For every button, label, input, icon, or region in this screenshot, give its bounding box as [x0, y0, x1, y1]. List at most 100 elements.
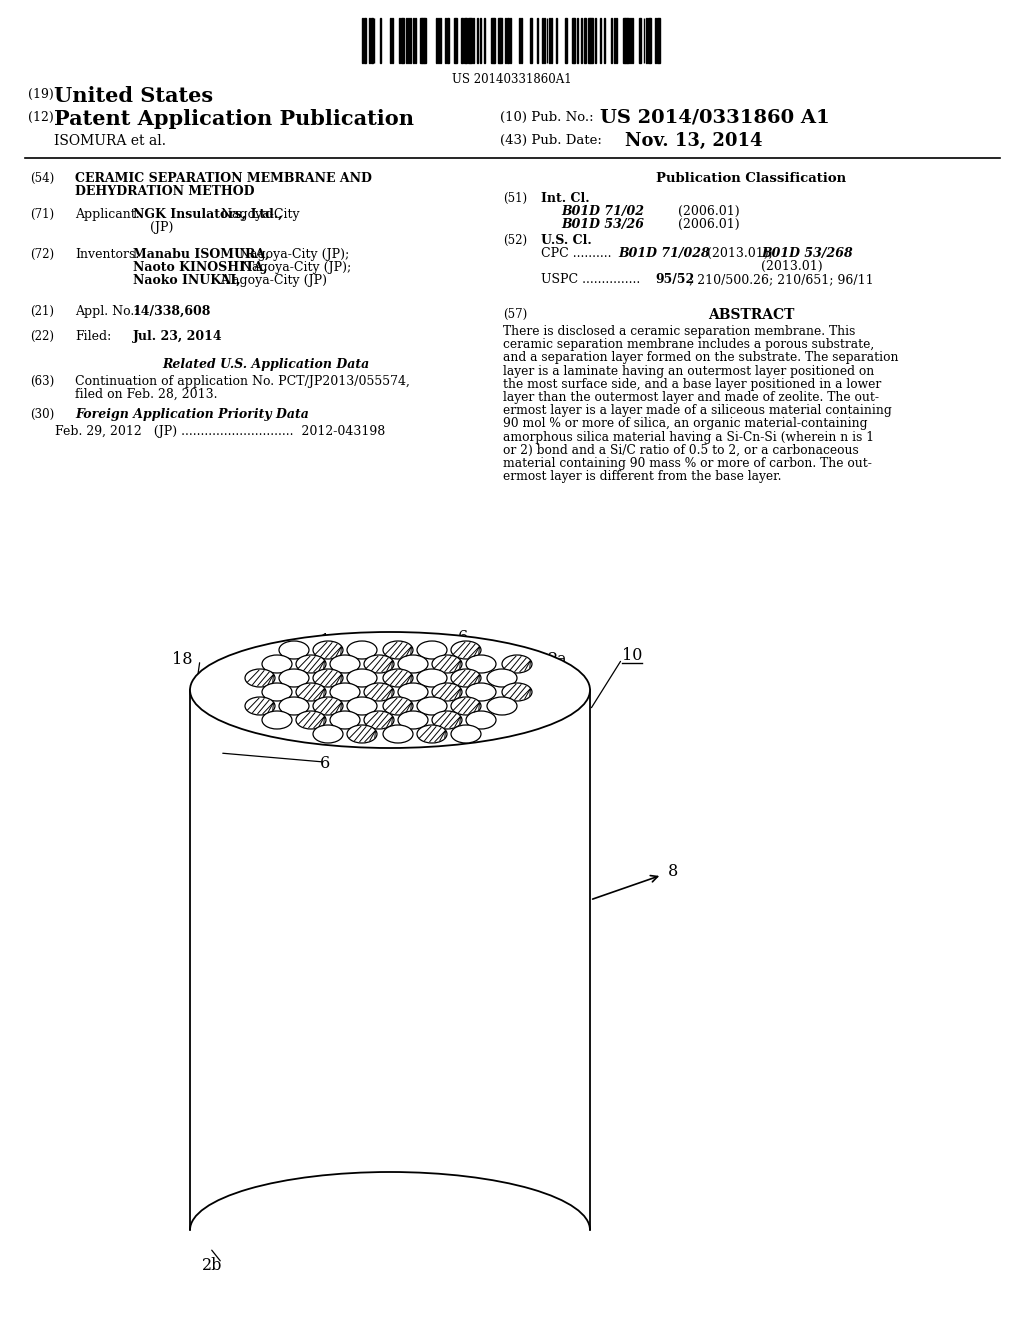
Text: DEHYDRATION METHOD: DEHYDRATION METHOD [75, 185, 255, 198]
Bar [492, 18, 494, 63]
Ellipse shape [364, 655, 394, 673]
Text: (63): (63) [30, 375, 54, 388]
Ellipse shape [451, 642, 481, 659]
Ellipse shape [245, 669, 275, 686]
Bar [542, 18, 544, 63]
Ellipse shape [330, 655, 360, 673]
Text: ermost layer is different from the base layer.: ermost layer is different from the base … [503, 470, 781, 483]
Ellipse shape [502, 655, 532, 673]
Bar [584, 18, 586, 63]
Text: and a separation layer formed on the substrate. The separation: and a separation layer formed on the sub… [503, 351, 898, 364]
Bar [464, 18, 466, 63]
Text: Manabu ISOMURA,: Manabu ISOMURA, [133, 248, 269, 261]
Bar [461, 18, 463, 63]
Bar [613, 18, 615, 63]
Text: Naoko INUKAI,: Naoko INUKAI, [133, 275, 241, 286]
Ellipse shape [487, 669, 517, 686]
Text: NGK Insulators, Ltd.,: NGK Insulators, Ltd., [133, 209, 283, 220]
Text: ; 210/500.26; 210/651; 96/11: ; 210/500.26; 210/651; 96/11 [689, 273, 873, 286]
Ellipse shape [262, 682, 292, 701]
Ellipse shape [466, 655, 496, 673]
Text: U.S. Cl.: U.S. Cl. [541, 234, 592, 247]
Text: ABSTRACT: ABSTRACT [708, 308, 795, 322]
Text: 2a: 2a [548, 652, 567, 668]
Text: Nagoya-City: Nagoya-City [133, 209, 300, 220]
Text: (JP): (JP) [150, 220, 173, 234]
Ellipse shape [330, 711, 360, 729]
Bar [422, 18, 424, 63]
Text: (30): (30) [30, 408, 54, 421]
Ellipse shape [262, 711, 292, 729]
Bar [530, 18, 531, 63]
Text: Patent Application Publication: Patent Application Publication [54, 110, 414, 129]
Ellipse shape [398, 711, 428, 729]
Text: (52): (52) [503, 234, 527, 247]
Bar [630, 18, 631, 63]
Bar [549, 18, 551, 63]
Text: 6: 6 [319, 755, 331, 772]
Ellipse shape [262, 655, 292, 673]
Text: B01D 71/028: B01D 71/028 [618, 247, 710, 260]
Ellipse shape [383, 725, 413, 743]
Ellipse shape [364, 711, 394, 729]
Text: Feb. 29, 2012   (JP) .............................  2012-043198: Feb. 29, 2012 (JP) .....................… [55, 425, 385, 438]
Bar [455, 18, 457, 63]
Bar [615, 18, 617, 63]
Text: layer than the outermost layer and made of zeolite. The out-: layer than the outermost layer and made … [503, 391, 879, 404]
Ellipse shape [417, 725, 447, 743]
Text: Nagoya-City (JP): Nagoya-City (JP) [217, 275, 327, 286]
Text: Int. Cl.: Int. Cl. [541, 191, 590, 205]
Ellipse shape [451, 697, 481, 715]
Ellipse shape [383, 642, 413, 659]
Text: ceramic separation membrane includes a porous substrate,: ceramic separation membrane includes a p… [503, 338, 874, 351]
Ellipse shape [313, 642, 343, 659]
Text: B01D 71/02: B01D 71/02 [561, 205, 644, 218]
Text: USPC ...............: USPC ............... [541, 273, 640, 286]
Text: (57): (57) [503, 308, 527, 321]
Text: 14/338,608: 14/338,608 [133, 305, 211, 318]
Ellipse shape [432, 711, 462, 729]
Bar [494, 18, 495, 63]
Text: Inventors:: Inventors: [75, 248, 139, 261]
Bar [372, 18, 373, 63]
Ellipse shape [364, 682, 394, 701]
Ellipse shape [451, 725, 481, 743]
Text: (21): (21) [30, 305, 54, 318]
Ellipse shape [347, 642, 377, 659]
Text: Nagoya-City (JP);: Nagoya-City (JP); [237, 261, 351, 275]
Ellipse shape [279, 669, 309, 686]
Text: US 2014/0331860 A1: US 2014/0331860 A1 [600, 110, 829, 127]
Text: United States: United States [54, 86, 213, 106]
Ellipse shape [347, 697, 377, 715]
Bar [628, 18, 629, 63]
Ellipse shape [347, 725, 377, 743]
Text: (2013.01): (2013.01) [761, 260, 822, 273]
Ellipse shape [313, 669, 343, 686]
Ellipse shape [432, 655, 462, 673]
Ellipse shape [398, 655, 428, 673]
Ellipse shape [313, 725, 343, 743]
Text: B01D 53/26: B01D 53/26 [561, 218, 644, 231]
Ellipse shape [487, 697, 517, 715]
Ellipse shape [466, 682, 496, 701]
Bar [424, 18, 426, 63]
Text: Nagoya-City (JP);: Nagoya-City (JP); [234, 248, 349, 261]
Bar [572, 18, 574, 63]
Text: Publication Classification: Publication Classification [656, 172, 846, 185]
Ellipse shape [502, 682, 532, 701]
Text: (10) Pub. No.:: (10) Pub. No.: [500, 111, 594, 124]
Text: Naoto KINOSHITA,: Naoto KINOSHITA, [133, 261, 267, 275]
Text: Foreign Application Priority Data: Foreign Application Priority Data [75, 408, 309, 421]
Bar [498, 18, 501, 63]
Text: (43) Pub. Date:: (43) Pub. Date: [500, 135, 602, 147]
Ellipse shape [296, 682, 326, 701]
Text: 2b: 2b [202, 1257, 222, 1274]
Bar [501, 18, 502, 63]
Text: Filed:: Filed: [75, 330, 112, 343]
Text: ISOMURA et al.: ISOMURA et al. [54, 135, 166, 148]
Text: (12): (12) [28, 111, 53, 124]
Ellipse shape [383, 697, 413, 715]
Text: (71): (71) [30, 209, 54, 220]
Text: (51): (51) [503, 191, 527, 205]
Ellipse shape [190, 632, 590, 748]
